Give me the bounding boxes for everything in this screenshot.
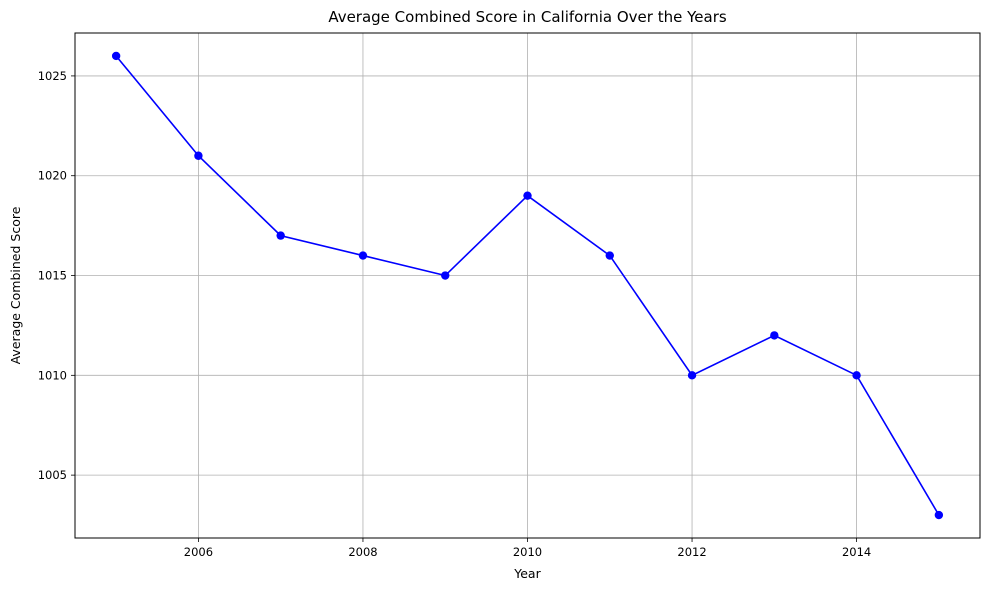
x-axis-ticks: 2006 2008 2010 2012 2014 [184, 538, 871, 559]
x-axis-label: Year [513, 566, 541, 581]
chart-title: Average Combined Score in California Ove… [328, 8, 727, 26]
data-point [687, 371, 697, 380]
data-point [523, 191, 532, 200]
series-layer [111, 51, 944, 520]
data-point [276, 231, 285, 240]
data-point [111, 51, 121, 61]
y-tick-label: 1020 [38, 169, 67, 183]
x-tick-label: 2008 [348, 545, 377, 559]
y-tick-label: 1005 [38, 468, 67, 482]
y-axis-label: Average Combined Score [8, 206, 23, 364]
x-tick-label: 2010 [513, 545, 542, 559]
y-tick-label: 1025 [38, 69, 67, 83]
y-tick-label: 1015 [38, 269, 67, 283]
data-point [194, 151, 203, 160]
grid [75, 33, 980, 538]
data-point [852, 371, 861, 380]
data-point [358, 251, 368, 260]
x-tick-label: 2012 [677, 545, 706, 559]
x-tick-label: 2014 [842, 545, 871, 559]
data-point [770, 331, 779, 340]
data-point [934, 510, 944, 520]
y-axis-ticks: 1005 1010 1015 1020 1025 [38, 69, 75, 482]
y-tick-label: 1010 [38, 368, 67, 382]
data-point [605, 251, 614, 260]
x-tick-label: 2006 [184, 545, 213, 559]
data-point [441, 271, 450, 280]
